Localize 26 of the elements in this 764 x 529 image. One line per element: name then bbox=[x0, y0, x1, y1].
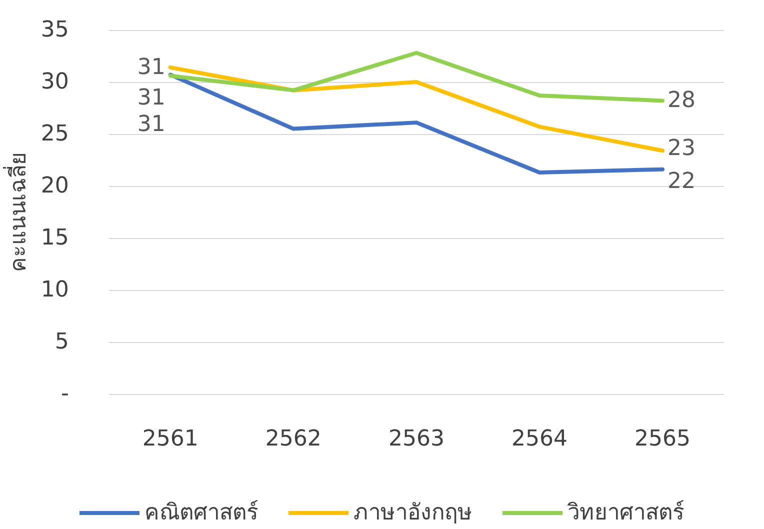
y-tick-label: 30 bbox=[40, 70, 69, 94]
line-series bbox=[168, 50, 664, 103]
y-tick-label: 5 bbox=[54, 330, 69, 354]
data-label: 23 bbox=[667, 136, 696, 162]
y-tick-label: - bbox=[60, 382, 69, 406]
x-tick-label: 2564 bbox=[511, 426, 568, 452]
x-tick-label: 2562 bbox=[265, 426, 322, 452]
legend-label: ภาษาอังกฤษ bbox=[354, 500, 472, 526]
y-tick-label: 10 bbox=[40, 278, 69, 302]
legend-label: คณิตศาสตร์ bbox=[144, 500, 258, 526]
x-tick-label: 2561 bbox=[142, 426, 198, 452]
y-axis-title: คะแนนเฉลี่ย bbox=[2, 152, 32, 272]
line-series bbox=[168, 65, 664, 153]
line-series bbox=[168, 72, 664, 174]
x-tick-label: 2565 bbox=[634, 426, 690, 452]
y-tick-label: 15 bbox=[40, 226, 69, 250]
data-label: 31 bbox=[137, 85, 166, 110]
legend-label: วิทยาศาสตร์ bbox=[566, 500, 684, 526]
y-tick-label: 20 bbox=[40, 174, 69, 198]
data-label: 28 bbox=[667, 88, 696, 114]
data-label: 22 bbox=[667, 168, 696, 194]
data-label: 31 bbox=[137, 112, 166, 138]
y-tick-label: 35 bbox=[40, 18, 69, 42]
x-tick-label: 2563 bbox=[388, 426, 444, 452]
y-tick-label: 25 bbox=[40, 122, 69, 146]
data-label: 31 bbox=[137, 54, 166, 80]
